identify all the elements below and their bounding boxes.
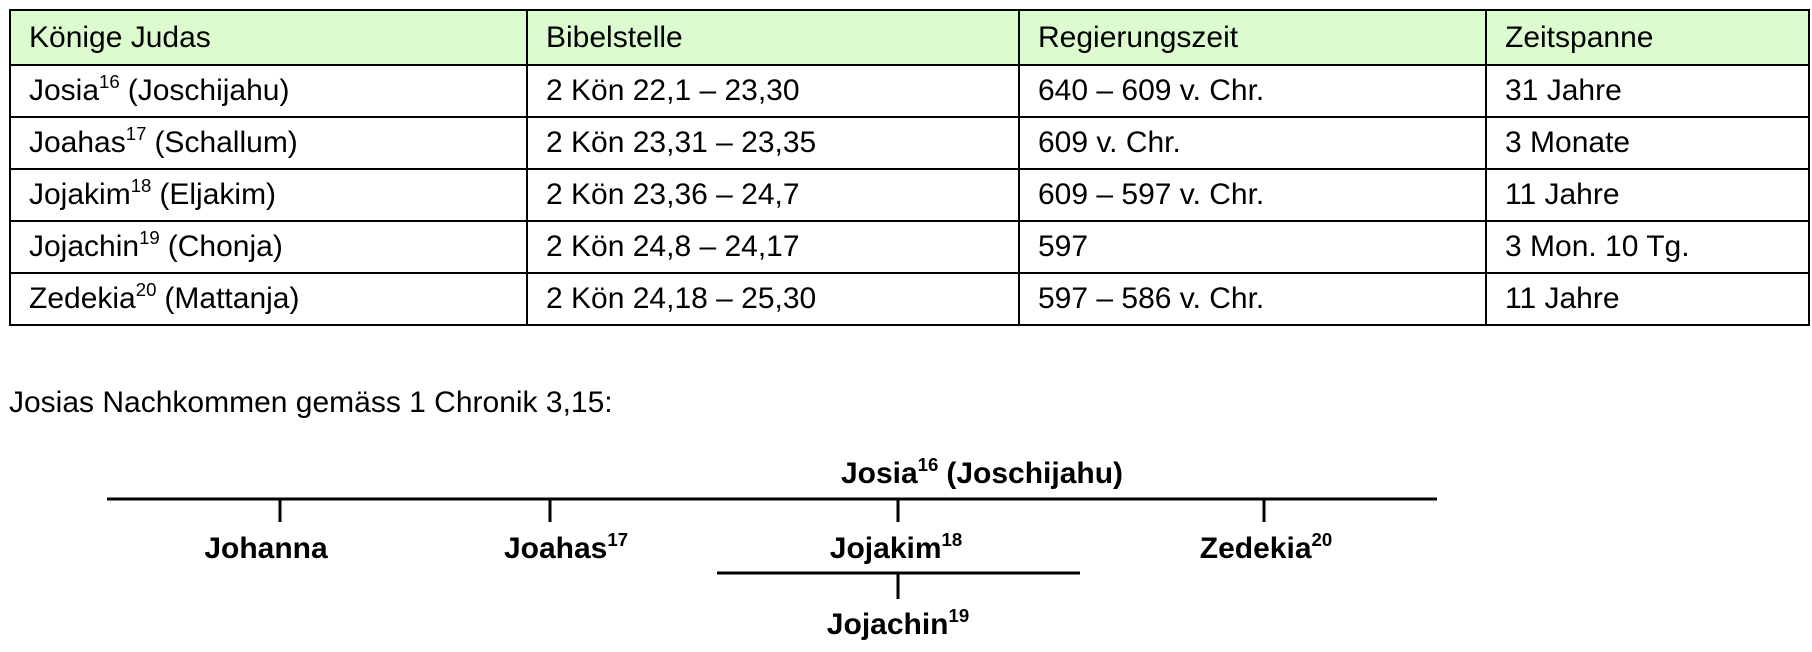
- superscript: 19: [948, 604, 970, 626]
- reign-cell: 597: [1018, 220, 1487, 274]
- table-row: Zedekia20 (Mattanja) 2 Kön 24,18 – 25,30 59…: [9, 272, 1810, 326]
- alias: (Joschijahu): [127, 74, 290, 107]
- king-cell: Jojakim18 (Eljakim): [9, 168, 528, 222]
- tree-node: Jojachin19: [826, 604, 970, 643]
- table-row: Joahas17 (Schallum) 2 Kön 23,31 – 23,35 609…: [9, 116, 1810, 170]
- alias: (Eljakim): [159, 178, 277, 211]
- header-cell: Zeitspanne: [1485, 9, 1810, 66]
- header-row: Könige Judas Bibelstelle Regierungszeit …: [9, 9, 1810, 66]
- table-body: Josia16 (Joschijahu) 2 Kön 22,1 – 23,30 640…: [9, 64, 1810, 326]
- alias: (Mattanja): [164, 282, 300, 315]
- passage-cell: 2 Kön 24,8 – 24,17: [526, 220, 1020, 274]
- superscript: 20: [135, 278, 157, 300]
- alias: (Joschijahu): [946, 457, 1124, 490]
- tree-node: Joahas17: [503, 528, 629, 567]
- tree-node: Josia16 (Joschijahu): [840, 453, 1124, 492]
- superscript: 19: [139, 226, 160, 248]
- table-row: Josia16 (Joschijahu) 2 Kön 22,1 – 23,30 640…: [9, 64, 1810, 118]
- superscript: 16: [917, 453, 939, 475]
- passage-cell: 2 Kön 22,1 – 23,30: [526, 64, 1020, 118]
- tree-node: Johanna: [204, 531, 327, 567]
- superscript: 17: [125, 122, 147, 144]
- alias: (Chonja): [167, 230, 283, 263]
- king-cell: Josia16 (Joschijahu): [9, 64, 528, 118]
- span-cell: 3 Monate: [1485, 116, 1810, 170]
- person-name: Jojachin: [29, 230, 140, 263]
- person-name: Jojachin: [826, 608, 949, 641]
- span-cell: 11 Jahre: [1485, 272, 1810, 326]
- king-cell: Jojachin19 (Chonja): [9, 220, 528, 274]
- passage-cell: 2 Kön 23,36 – 24,7: [526, 168, 1020, 222]
- header-cell: Bibelstelle: [526, 9, 1020, 66]
- span-cell: 3 Mon. 10 Tg.: [1485, 220, 1810, 274]
- superscript: 16: [99, 70, 120, 92]
- header-cell: Regierungszeit: [1018, 9, 1487, 66]
- person-name: Joahas: [503, 532, 608, 565]
- person-name: Jojakim: [829, 532, 942, 565]
- tree-node: Jojakim18: [829, 528, 963, 567]
- reign-cell: 609 v. Chr.: [1018, 116, 1487, 170]
- superscript: 18: [130, 174, 152, 196]
- king-cell: Joahas17 (Schallum): [9, 116, 528, 170]
- alias: (Schallum): [154, 126, 298, 159]
- person-name: Josia: [840, 457, 918, 490]
- span-cell: 31 Jahre: [1485, 64, 1810, 118]
- person-name: Zedekia: [29, 282, 136, 315]
- person-name: Jojakim: [29, 178, 131, 211]
- passage-cell: 2 Kön 23,31 – 23,35: [526, 116, 1020, 170]
- caption: Josias Nachkommen gemäss 1 Chronik 3,15:: [9, 386, 613, 419]
- passage-cell: 2 Kön 24,18 – 25,30: [526, 272, 1020, 326]
- superscript: 18: [941, 528, 963, 550]
- person-name: Zedekia: [1199, 532, 1312, 565]
- reign-cell: 640 – 609 v. Chr.: [1018, 64, 1487, 118]
- superscript: 17: [607, 528, 629, 550]
- kings-table: Könige Judas Bibelstelle Regierungszeit …: [9, 9, 1810, 326]
- reign-cell: 597 – 586 v. Chr.: [1018, 272, 1487, 326]
- person-name: Josia: [29, 74, 100, 107]
- span-cell: 11 Jahre: [1485, 168, 1810, 222]
- person-name: Joahas: [29, 126, 126, 159]
- table-row: Jojachin19 (Chonja) 2 Kön 24,8 – 24,17 597 3…: [9, 220, 1810, 274]
- reign-cell: 609 – 597 v. Chr.: [1018, 168, 1487, 222]
- king-cell: Zedekia20 (Mattanja): [9, 272, 528, 326]
- tree-node: Zedekia20: [1199, 528, 1333, 567]
- superscript: 20: [1311, 528, 1333, 550]
- header-cell: Könige Judas: [9, 9, 528, 66]
- person-name: Johanna: [204, 532, 328, 565]
- table-row: Jojakim18 (Eljakim) 2 Kön 23,36 – 24,7 609 …: [9, 168, 1810, 222]
